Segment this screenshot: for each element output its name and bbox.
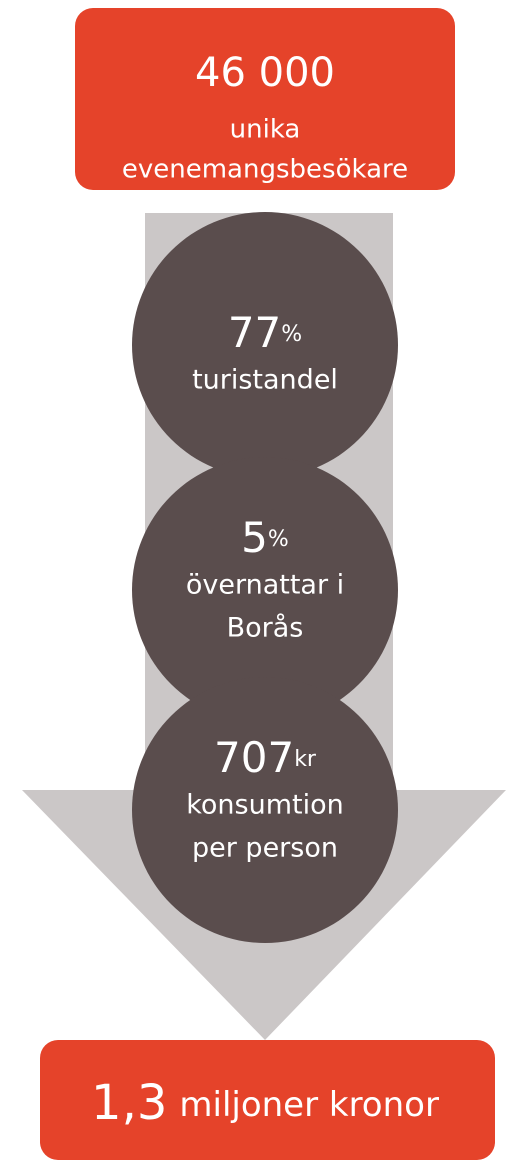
step-circle: [132, 457, 398, 723]
step-value: 77: [228, 308, 281, 357]
header-line: evenemangsbesökare: [122, 155, 408, 185]
result-box: [40, 1040, 495, 1160]
step-value-text: 707kr: [214, 733, 317, 782]
step-unit: %: [268, 527, 289, 552]
step-circle: [132, 677, 398, 943]
header-box: [75, 8, 455, 190]
step-line: per person: [192, 833, 338, 864]
header-value: 46 000: [195, 50, 335, 96]
step-value: 707: [214, 733, 294, 782]
step-unit: %: [281, 322, 302, 347]
result-text: 1,3 miljoner kronor: [91, 1075, 439, 1131]
step-line: konsumtion: [186, 790, 344, 821]
result-value: 1,3: [91, 1075, 167, 1131]
step-value-text: 77%: [228, 308, 302, 357]
step-unit: kr: [294, 747, 317, 772]
header-line: unika: [230, 115, 301, 145]
result-label: miljoner kronor: [179, 1085, 439, 1125]
step-line: turistandel: [192, 365, 338, 396]
step-line: övernattar i: [186, 570, 344, 601]
step-value-text: 5%: [241, 513, 289, 562]
step-line: Borås: [227, 613, 304, 644]
step-value: 5: [241, 513, 268, 562]
step-circle: [132, 212, 398, 478]
